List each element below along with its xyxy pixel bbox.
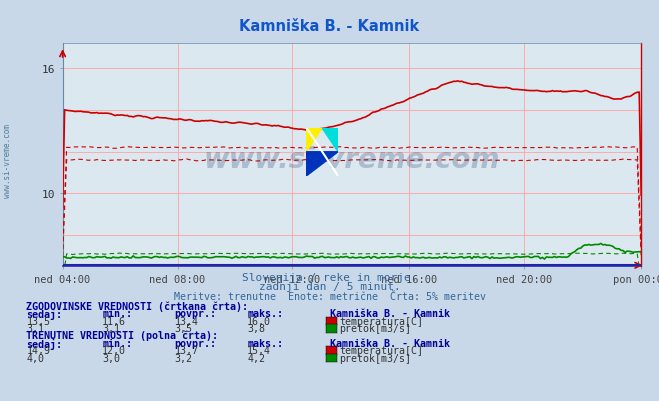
Text: povpr.:: povpr.: [175, 338, 217, 348]
Text: 3,2: 3,2 [175, 353, 192, 363]
Text: 13,7: 13,7 [175, 346, 198, 355]
Text: pretok[m3/s]: pretok[m3/s] [339, 323, 411, 333]
Text: temperatura[C]: temperatura[C] [339, 316, 423, 326]
Text: 14,9: 14,9 [26, 346, 50, 355]
Text: min.:: min.: [102, 338, 132, 348]
Text: 3,1: 3,1 [102, 323, 120, 333]
Text: ZGODOVINSKE VREDNOSTI (črtkana črta):: ZGODOVINSKE VREDNOSTI (črtkana črta): [26, 300, 248, 311]
Text: zadnji dan / 5 minut.: zadnji dan / 5 minut. [258, 282, 401, 292]
Text: 16,0: 16,0 [247, 316, 271, 326]
Text: Meritve: trenutne  Enote: metrične  Črta: 5% meritev: Meritve: trenutne Enote: metrične Črta: … [173, 291, 486, 301]
Text: Kamniška B. - Kamnik: Kamniška B. - Kamnik [330, 338, 449, 348]
Text: TRENUTNE VREDNOSTI (polna črta):: TRENUTNE VREDNOSTI (polna črta): [26, 330, 218, 340]
Text: 3,5: 3,5 [175, 323, 192, 333]
Polygon shape [306, 152, 338, 176]
Text: min.:: min.: [102, 309, 132, 318]
Text: www.si-vreme.com: www.si-vreme.com [204, 146, 500, 174]
Text: 13,4: 13,4 [175, 316, 198, 326]
Polygon shape [322, 128, 338, 152]
Polygon shape [306, 128, 322, 152]
Text: sedaj:: sedaj: [26, 338, 63, 349]
Text: Slovenija / reke in morje.: Slovenija / reke in morje. [242, 273, 417, 282]
Text: Kamniška B. - Kamnik: Kamniška B. - Kamnik [239, 18, 420, 34]
Text: sedaj:: sedaj: [26, 308, 63, 319]
Text: 4,0: 4,0 [26, 353, 44, 363]
Text: pretok[m3/s]: pretok[m3/s] [339, 353, 411, 363]
Text: povpr.:: povpr.: [175, 309, 217, 318]
Text: 3,0: 3,0 [102, 353, 120, 363]
Text: 15,4: 15,4 [247, 346, 271, 355]
Text: maks.:: maks.: [247, 338, 283, 348]
Text: 13,5: 13,5 [26, 316, 50, 326]
Text: 12,0: 12,0 [102, 346, 126, 355]
Text: www.si-vreme.com: www.si-vreme.com [3, 124, 13, 197]
Text: Kamniška B. - Kamnik: Kamniška B. - Kamnik [330, 309, 449, 318]
Text: temperatura[C]: temperatura[C] [339, 346, 423, 355]
Text: 3,8: 3,8 [247, 323, 265, 333]
Text: 11,6: 11,6 [102, 316, 126, 326]
Text: 4,2: 4,2 [247, 353, 265, 363]
Text: maks.:: maks.: [247, 309, 283, 318]
Text: 3,1: 3,1 [26, 323, 44, 333]
